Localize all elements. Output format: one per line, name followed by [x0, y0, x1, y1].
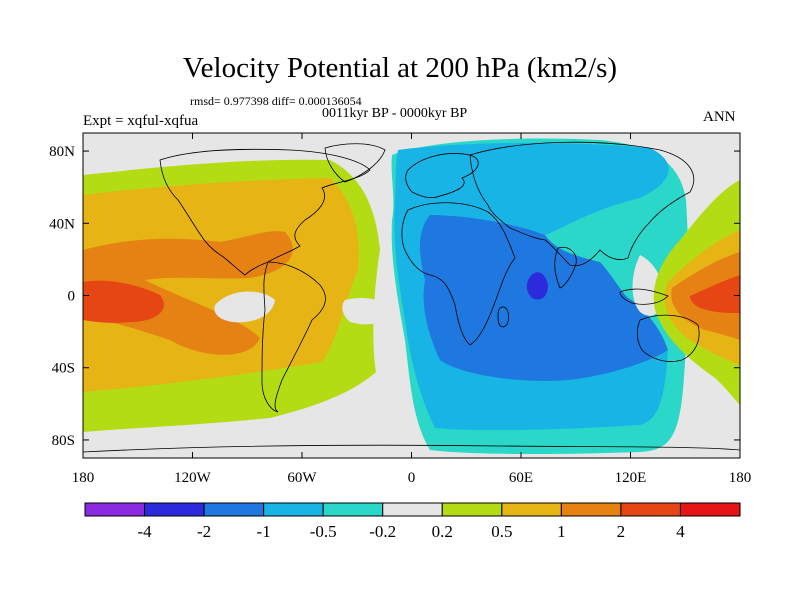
- colorbar-level-label: -1: [257, 522, 271, 541]
- contour-neg-0.5: [394, 142, 669, 431]
- colorbar-box: [501, 502, 562, 517]
- colorbar-box: [679, 502, 741, 517]
- colorbar-box: [620, 502, 681, 517]
- colorbar-box: [322, 502, 384, 517]
- contour-pacific-0.5: [83, 178, 359, 392]
- coast-madagascar: [497, 306, 509, 328]
- colorbar-box: [84, 502, 146, 517]
- colorbar-level-label: 0.2: [432, 522, 453, 541]
- colorbar-level-label: 0.5: [491, 522, 512, 541]
- chart-title: Velocity Potential at 200 hPa (km2/s): [182, 52, 618, 84]
- coast-australia: [636, 314, 700, 362]
- coast-europe: [405, 153, 479, 199]
- colorbar-level-label: -0.5: [310, 522, 337, 541]
- coast-asia: [469, 141, 695, 267]
- contour-fields: [83, 138, 740, 455]
- contour-neg-2: [526, 272, 548, 300]
- period-text: 0011kyr BP - 0000kyr BP: [322, 106, 468, 121]
- lon-tick-label: 180: [72, 470, 95, 486]
- coast-greenland: [324, 143, 386, 183]
- contour-pacific-2: [83, 280, 164, 323]
- contour-neg-1: [420, 215, 668, 381]
- colorbar-box: [441, 502, 503, 517]
- coast-south-america: [261, 261, 326, 413]
- coast-maritime-continent: [619, 288, 669, 305]
- lon-tick-label: 0: [408, 470, 416, 486]
- lon-tick-label: 120W: [174, 470, 212, 486]
- lat-tick-label: 80S: [52, 433, 75, 449]
- experiment-label: Expt = xqful-xqfua: [83, 113, 199, 129]
- stats-text: rmsd= 0.977398 diff= 0.000136054: [190, 94, 362, 108]
- colorbar-box: [560, 502, 622, 517]
- colorbar-box: [144, 502, 205, 517]
- colorbar-box: [203, 502, 265, 517]
- lat-tick-label: 0: [68, 289, 76, 305]
- colorbar-level-label: 2: [617, 522, 626, 541]
- lon-tick-label: 180: [729, 470, 752, 486]
- colorbar-level-label: -0.2: [369, 522, 396, 541]
- colorbar-box: [263, 502, 324, 517]
- lat-tick-label: 40S: [52, 361, 75, 377]
- lat-tick-label: 40N: [49, 216, 75, 232]
- contour-pacific-1: [83, 231, 293, 355]
- coast-north-america: [159, 148, 371, 276]
- colorbar-level-label: 4: [676, 522, 685, 541]
- coast-antarctica: [83, 444, 740, 453]
- coast-africa: [401, 202, 516, 346]
- contour-atl-neutral: [342, 298, 396, 325]
- lon-tick-label: 120E: [615, 470, 647, 486]
- colorbar-level-label: -2: [197, 522, 211, 541]
- colorbar-level-label: 1: [557, 522, 566, 541]
- contour-wpac-2: [690, 275, 740, 313]
- lon-tick-label: 60W: [287, 470, 317, 486]
- lon-tick-label: 60E: [509, 470, 533, 486]
- season-label: ANN: [703, 109, 736, 125]
- colorbar-box: [382, 502, 443, 517]
- lat-tick-label: 80N: [49, 144, 75, 160]
- contour-sepac-neutral: [214, 291, 275, 323]
- colorbar-level-label: -4: [137, 522, 152, 541]
- coast-india: [554, 246, 577, 289]
